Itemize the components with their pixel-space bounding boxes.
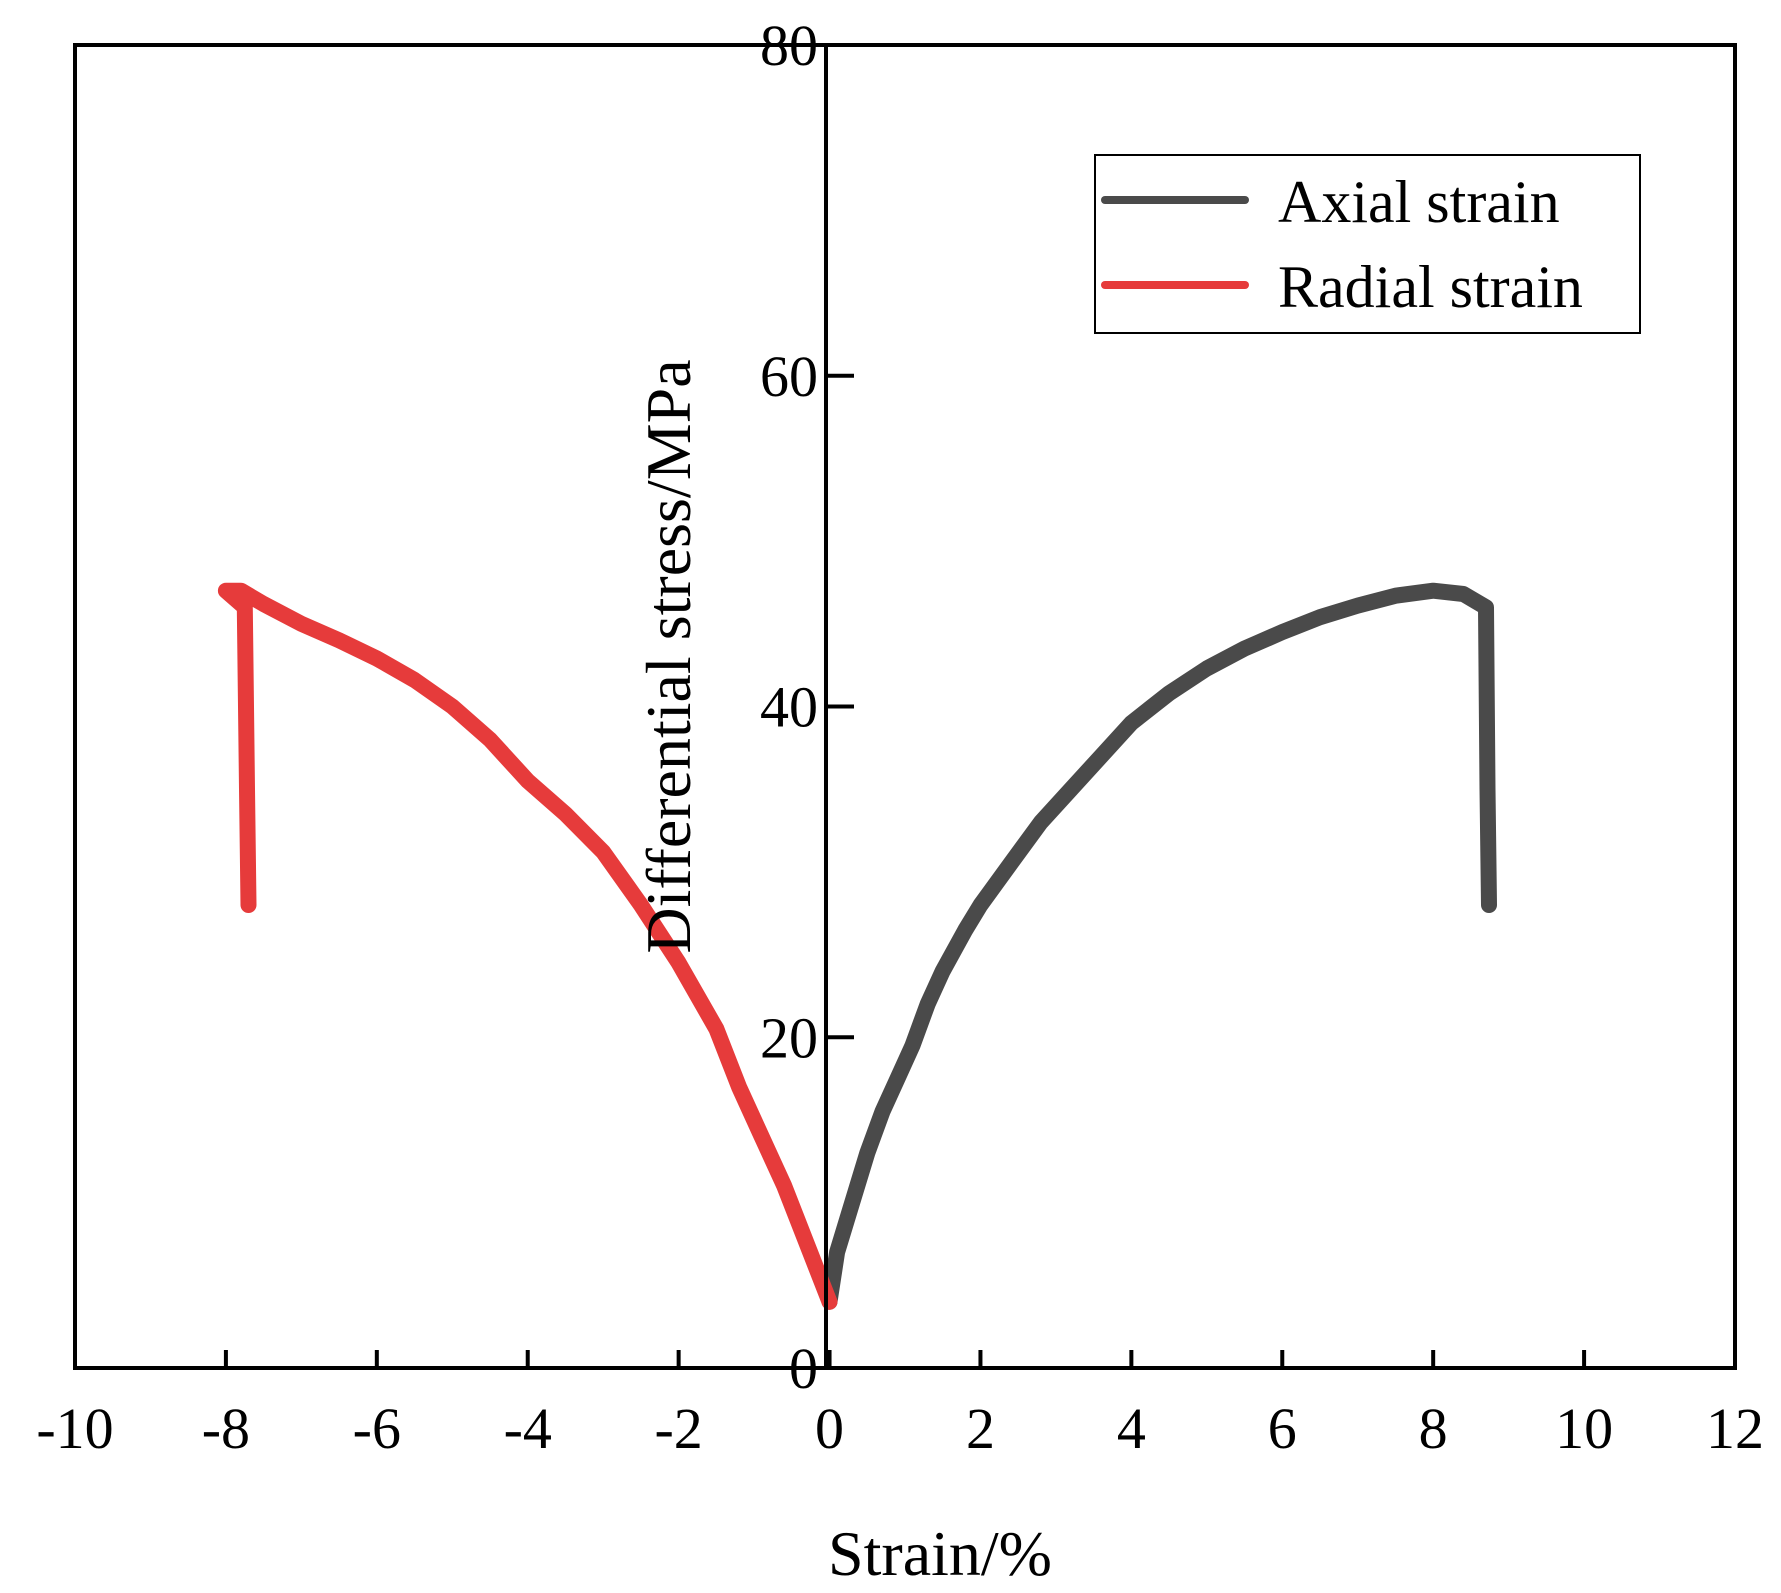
- y-tick-label: 80: [760, 13, 818, 78]
- x-tick-label: -4: [504, 1396, 552, 1461]
- x-tick-label: 8: [1419, 1396, 1448, 1461]
- y-tick-label: 60: [760, 344, 818, 409]
- y-axis-title: Differential stress/MPa: [633, 359, 704, 953]
- legend-box: [1094, 154, 1641, 334]
- x-tick-label: 6: [1268, 1396, 1297, 1461]
- y-tick-label: 40: [760, 675, 818, 740]
- x-tick-label: 4: [1117, 1396, 1146, 1461]
- x-tick-label: -6: [353, 1396, 401, 1461]
- x-tick-label: 0: [815, 1396, 844, 1461]
- x-axis-title: Strain/%: [828, 1518, 1052, 1589]
- y-tick-label: 0: [789, 1336, 818, 1401]
- x-tick-label: -10: [36, 1396, 113, 1461]
- y-tick-label: 20: [760, 1005, 818, 1070]
- series-line-1: [217, 582, 838, 1310]
- series-line-0: [821, 582, 1497, 1310]
- x-tick-label: -2: [654, 1396, 702, 1461]
- plot-frame: [73, 43, 1737, 1370]
- legend-label: Radial strain: [1278, 254, 1583, 320]
- x-tick-label: 2: [966, 1396, 995, 1461]
- x-tick-label: 12: [1706, 1396, 1764, 1461]
- x-tick-label: 10: [1555, 1396, 1613, 1461]
- axes: -10 -8 -6 -4 -2 0 2 4 6 8 10 12 0 20 40 60 80: [36, 13, 1764, 1461]
- plot-area: [217, 582, 1497, 1310]
- legend: Axial strain Radial strain: [1094, 154, 1641, 334]
- legend-label: Axial strain: [1278, 169, 1560, 235]
- x-tick-label: -8: [202, 1396, 250, 1461]
